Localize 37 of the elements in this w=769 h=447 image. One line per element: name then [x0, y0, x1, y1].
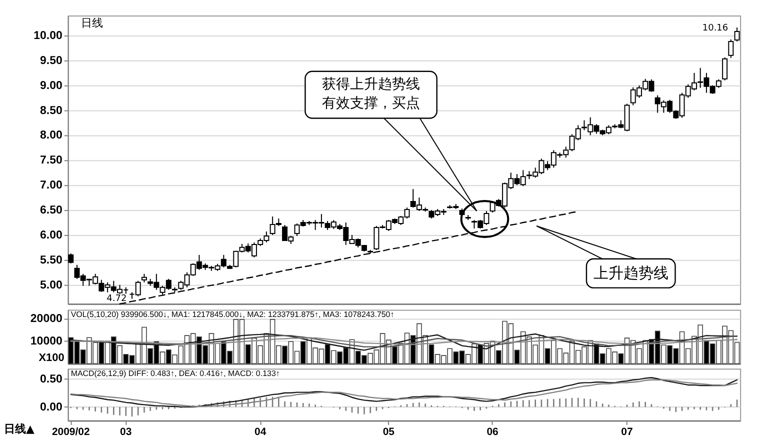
y-tick-label: 7.00: [40, 180, 62, 192]
annotation: 获得上升趋势线有效支撑，买点: [322, 76, 420, 112]
y-axis-title: X100: [38, 352, 64, 364]
line-series: [70, 337, 738, 346]
x-tick-label: 2009/02: [52, 426, 90, 438]
annotation: 10.16: [702, 23, 728, 34]
candlestick: [722, 56, 728, 81]
y-tick-label: 10000: [30, 336, 62, 348]
x-tick-label: 03: [120, 426, 132, 438]
y-tick-label: 0.50: [40, 373, 62, 386]
x-tick-label: 06: [486, 426, 499, 438]
annotation: 上升趋势线: [593, 264, 668, 282]
y-tick-label: 9.50: [40, 54, 62, 67]
y-tick-label: 8.50: [40, 104, 62, 117]
chart-title: VOL(5,10,20) 939906.500↓, MA1: 1217845.000↓, MA2: 1233791.875↑, MA3: 1078243.750↑: [70, 310, 394, 320]
y-tick-label: 6.00: [40, 229, 62, 242]
x-tick-label: 07: [621, 426, 634, 438]
y-tick-label: 7.50: [40, 154, 62, 167]
y-tick-label: 5.50: [40, 254, 62, 266]
line-series: [70, 334, 738, 348]
candlestick: [728, 38, 734, 58]
y-tick-label: 9.00: [40, 80, 62, 92]
text: 日线▲: [4, 422, 35, 436]
line-series: [70, 333, 738, 351]
x-tick-label: 05: [382, 426, 395, 438]
candlestick: [734, 27, 740, 42]
y-tick-label: 10.00: [34, 30, 62, 42]
y-tick-label: 8.00: [40, 130, 62, 142]
y-tick-label: 6.50: [40, 204, 62, 217]
annotation: 4.72: [106, 294, 127, 304]
y-tick-label: 20000: [30, 313, 62, 326]
x-tick-label: 04: [254, 426, 266, 438]
y-tick-label: 0.00: [40, 401, 62, 414]
chart-title: 日线: [80, 16, 103, 30]
y-tick-label: 5.00: [40, 279, 62, 292]
chart-title: MACD(26,12,9) DIFF: 0.483↑, DEA: 0.416↑, MACD: 0.133↑: [70, 369, 280, 378]
candlestick: [68, 252, 74, 264]
